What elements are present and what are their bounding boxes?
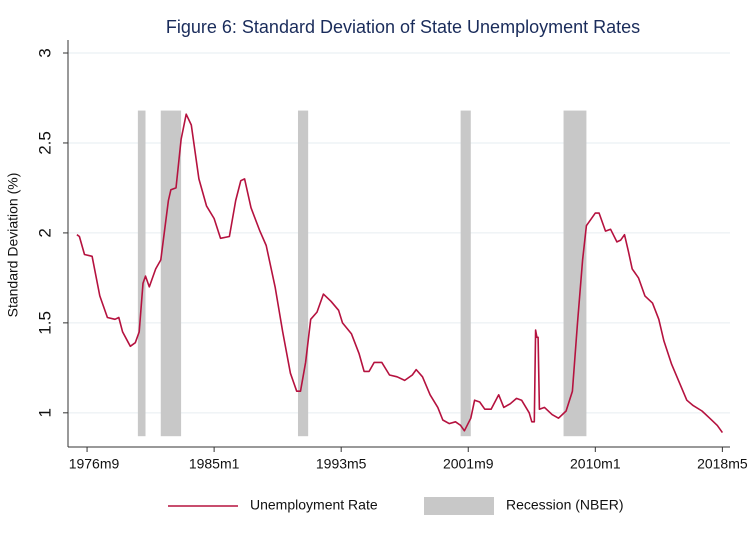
y-axis-label: Standard Deviation (%) [5, 173, 21, 318]
data-line [76, 113, 724, 434]
x-tick-label: 2018m5 [697, 456, 748, 472]
x-tick-label: 1976m9 [69, 456, 120, 472]
recession-bar [297, 110, 309, 437]
recession-bar [137, 110, 146, 437]
x-tick-label: 2001m9 [443, 456, 494, 472]
legend-label: Unemployment Rate [250, 497, 378, 513]
legend-swatch [424, 497, 494, 515]
y-tick-label: 2.5 [35, 131, 54, 155]
legend-label: Recession (NBER) [506, 497, 623, 513]
recession-bar [460, 110, 471, 437]
y-tick-label: 1 [35, 408, 54, 417]
recession-bar [563, 110, 587, 437]
chart-title: Figure 6: Standard Deviation of State Un… [166, 17, 640, 37]
x-tick-label: 1985m1 [189, 456, 240, 472]
y-tick-label: 3 [35, 48, 54, 57]
y-tick-label: 2 [35, 228, 54, 237]
recession-bar [160, 110, 182, 437]
y-tick-label: 1.5 [35, 311, 54, 335]
x-tick-label: 2010m1 [570, 456, 621, 472]
x-tick-label: 1993m5 [316, 456, 367, 472]
